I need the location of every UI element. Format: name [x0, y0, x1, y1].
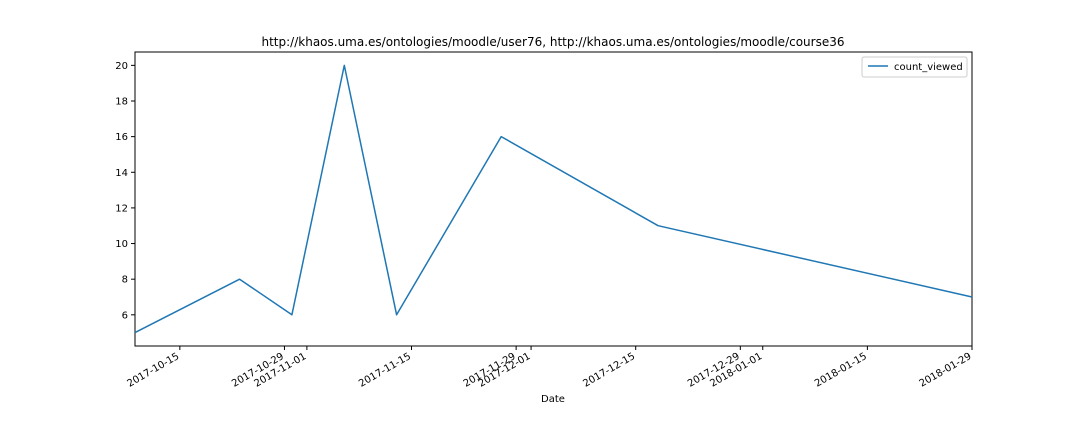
- series-line-count_viewed: [134, 64, 973, 334]
- legend: count_viewed: [861, 56, 968, 78]
- x-tick-label: 2018-01-29: [918, 351, 974, 390]
- chart-title: http://khaos.uma.es/ontologies/moodle/us…: [262, 35, 845, 49]
- y-axis: 6 8 10 12 14 16 18 20: [115, 61, 135, 321]
- x-tick-label: 2017-10-15: [126, 351, 182, 390]
- y-tick-label: 20: [115, 61, 128, 72]
- series-layer: [134, 64, 973, 334]
- legend-box: [861, 56, 968, 78]
- y-tick-label: 8: [122, 275, 128, 286]
- x-tick-label: 2017-11-15: [357, 351, 413, 390]
- y-tick-label: 14: [115, 168, 128, 179]
- x-tick-label: 2018-01-15: [813, 351, 869, 390]
- y-tick-label: 12: [115, 203, 128, 214]
- y-tick-label: 10: [115, 239, 128, 250]
- legend-label: count_viewed: [894, 62, 963, 73]
- y-tick-label: 16: [115, 132, 128, 143]
- y-tick-label: 6: [122, 310, 128, 321]
- x-axis-label: Date: [541, 394, 565, 405]
- y-tick-label: 18: [115, 97, 128, 108]
- plot-frame: [134, 51, 973, 347]
- x-tick-label: 2017-12-15: [581, 351, 637, 390]
